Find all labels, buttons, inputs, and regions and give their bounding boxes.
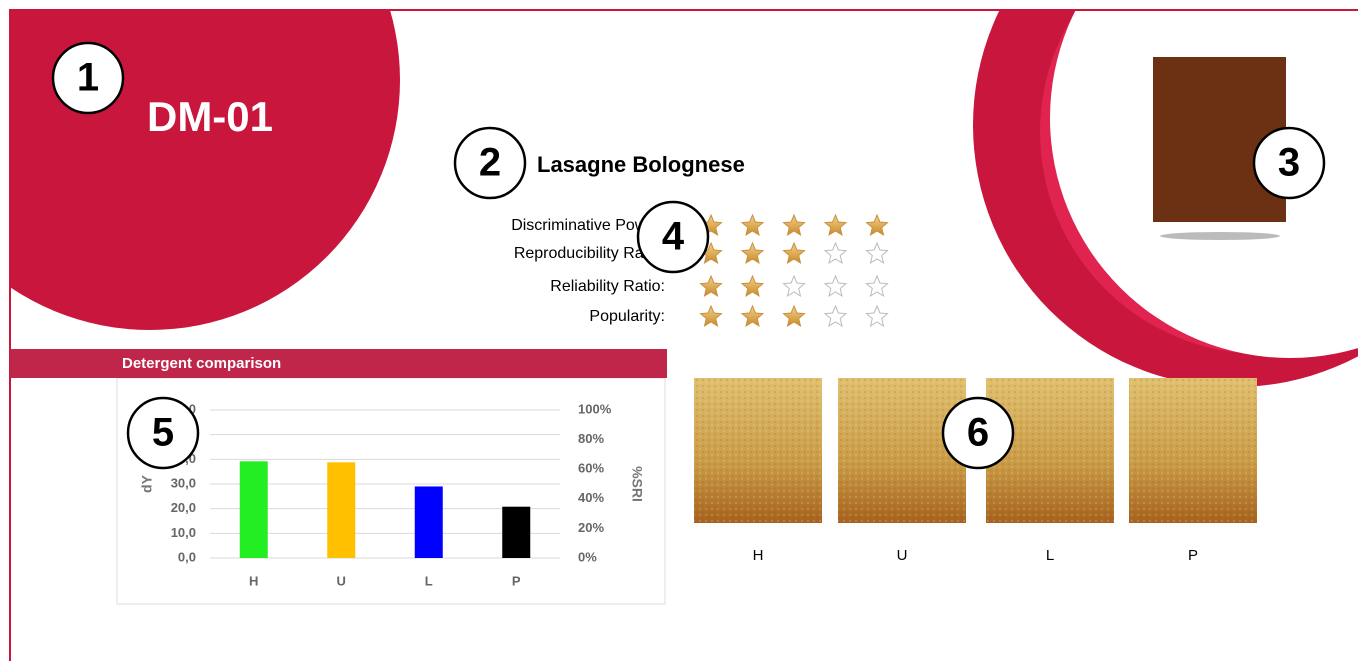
rating-stars <box>701 276 888 296</box>
star-filled <box>742 243 763 263</box>
y-tick-label: 10,0 <box>171 525 196 540</box>
callout-number: 5 <box>152 411 174 455</box>
x-tick-label: H <box>249 573 258 588</box>
image-shadow <box>1160 232 1280 240</box>
y2-tick-label: 0% <box>578 549 597 564</box>
sample-texture <box>1129 378 1257 523</box>
page: DM-01 Lasagne Bolognese Detergent compar… <box>0 0 1358 661</box>
y2-axis-label: %SRI <box>629 466 645 502</box>
rating-stars <box>701 243 888 263</box>
star-filled <box>701 276 722 296</box>
title: Lasagne Bolognese <box>537 152 745 177</box>
star-filled <box>784 243 805 263</box>
star-empty <box>825 306 846 326</box>
rating-stars <box>701 306 888 326</box>
star-filled <box>784 215 805 235</box>
y2-tick-label: 60% <box>578 461 604 476</box>
sample-label: L <box>1046 547 1054 564</box>
star-empty <box>867 276 888 296</box>
star-empty <box>825 243 846 263</box>
callout-number: 3 <box>1278 141 1300 185</box>
chart-title: Detergent comparison <box>122 355 281 372</box>
y2-tick-label: 80% <box>578 431 604 446</box>
x-tick-label: P <box>512 573 521 588</box>
star-filled <box>825 215 846 235</box>
star-filled <box>742 215 763 235</box>
star-filled <box>784 306 805 326</box>
chart-header <box>10 349 667 378</box>
star-filled <box>742 306 763 326</box>
rating-stars <box>701 215 888 235</box>
y2-tick-label: 100% <box>578 401 612 416</box>
y-tick-label: 20,0 <box>171 500 196 515</box>
y2-tick-label: 40% <box>578 490 604 505</box>
x-tick-label: L <box>425 573 433 588</box>
callout-number: 6 <box>967 411 989 455</box>
star-empty <box>867 306 888 326</box>
y2-tick-label: 20% <box>578 520 604 535</box>
callout-number: 1 <box>77 56 99 100</box>
sample-label: U <box>897 547 908 564</box>
bar <box>327 462 355 558</box>
x-tick-label: U <box>337 573 346 588</box>
callout-number: 4 <box>662 215 685 259</box>
bar <box>502 507 530 558</box>
bar <box>415 486 443 558</box>
star-empty <box>784 276 805 296</box>
star-empty <box>867 243 888 263</box>
sample-label: P <box>1188 547 1198 564</box>
star-filled <box>701 306 722 326</box>
y-tick-label: 0,0 <box>178 549 196 564</box>
y-axis-label: dY <box>139 474 155 493</box>
red-circle <box>0 0 400 330</box>
y-tick-label: 30,0 <box>171 475 196 490</box>
sample-texture <box>694 378 822 523</box>
code: DM-01 <box>147 93 273 140</box>
star-empty <box>825 276 846 296</box>
star-filled <box>867 215 888 235</box>
callout-number: 2 <box>479 141 501 185</box>
bar <box>240 461 268 558</box>
star-filled <box>742 276 763 296</box>
rating-label: Reliability Ratio: <box>550 278 665 295</box>
rating-label: Popularity: <box>589 308 665 325</box>
sample-label: H <box>753 547 764 564</box>
